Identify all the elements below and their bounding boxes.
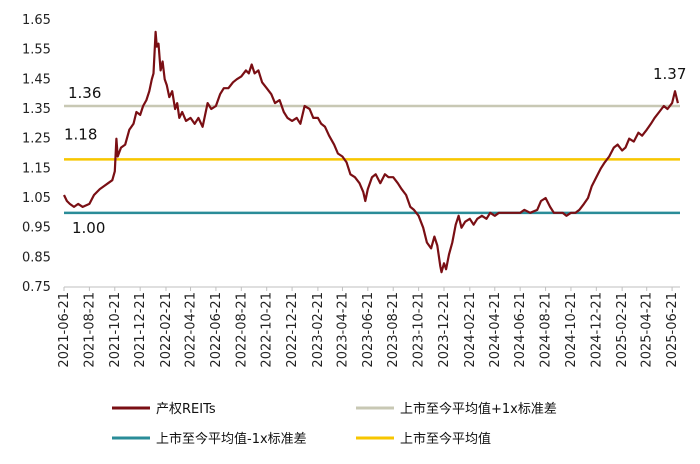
x-tick-label: 2022-12-21 — [285, 292, 300, 368]
reference-lines — [64, 104, 680, 215]
legend-label: 上市至今平均值-1x标准差 — [156, 431, 307, 447]
x-tick-label: 2022-08-21 — [234, 292, 249, 368]
y-tick-label: 1.65 — [22, 13, 51, 28]
x-tick-label: 2025-02-21 — [615, 292, 630, 368]
y-tick-label: 1.25 — [22, 132, 51, 147]
legend-item: 产权REITs — [112, 401, 216, 417]
y-tick-label: 1.55 — [22, 43, 51, 58]
legend-item: 上市至今平均值 — [356, 431, 491, 447]
y-tick-label: 1.45 — [22, 72, 51, 87]
legend-label: 上市至今平均值 — [400, 431, 491, 447]
x-tick-label: 2023-02-21 — [311, 292, 326, 368]
y-tick-label: 1.05 — [22, 191, 51, 206]
x-tick-label: 2025-04-21 — [640, 292, 655, 368]
legend-item: 上市至今平均值-1x标准差 — [112, 431, 307, 447]
x-tick-label: 2023-10-21 — [412, 292, 427, 368]
x-tick-label: 2022-04-21 — [184, 292, 199, 368]
value-annotation: 1.36 — [68, 84, 101, 102]
x-tick-label: 2023-04-21 — [335, 292, 350, 368]
x-tick-label: 2023-08-21 — [386, 292, 401, 368]
x-tick-label: 2024-08-21 — [539, 292, 554, 368]
x-tick-label: 2022-06-21 — [209, 292, 224, 368]
x-tick-label: 2024-06-21 — [513, 292, 528, 368]
legend-item: 上市至今平均值+1x标准差 — [356, 401, 557, 417]
x-tick-label: 2021-06-21 — [57, 292, 72, 368]
series-line — [63, 30, 679, 274]
value-annotation: 1.37 — [653, 65, 686, 83]
legend-label: 产权REITs — [156, 401, 216, 417]
x-tick-label: 2023-06-21 — [361, 292, 376, 368]
plot-area: 1.36 1.18 1.00 1.37 — [63, 30, 686, 288]
legend-label: 上市至今平均值+1x标准差 — [400, 401, 557, 417]
x-tick-label: 2022-10-21 — [260, 292, 275, 368]
value-annotation: 1.00 — [72, 219, 105, 237]
x-tick-label: 2024-10-21 — [564, 292, 579, 368]
x-tick-label: 2021-08-21 — [82, 292, 97, 368]
x-tick-label: 2025-06-21 — [665, 292, 680, 368]
x-tick-label: 2024-02-21 — [463, 292, 478, 368]
x-tick-label: 2022-02-21 — [159, 292, 174, 368]
x-axis: 2021-06-21 2021-08-21 2021-10-21 2021-12-21… — [57, 287, 680, 368]
y-axis: 1.65 1.55 1.45 1.35 1.25 1.15 1.05 0.95 0.85 0.75 — [22, 13, 51, 295]
x-tick-label: 2023-12-21 — [437, 292, 452, 368]
y-tick-label: 0.75 — [22, 280, 51, 295]
x-tick-label: 2024-12-21 — [589, 292, 604, 368]
x-tick-label: 2021-10-21 — [108, 292, 123, 368]
reits-series — [63, 30, 679, 274]
y-tick-label: 0.85 — [22, 250, 51, 265]
y-tick-label: 1.35 — [22, 102, 51, 117]
y-tick-label: 1.15 — [22, 161, 51, 176]
x-tick-label: 2021-12-21 — [133, 292, 148, 368]
x-tick-label: 2024-04-21 — [488, 292, 503, 368]
y-tick-label: 0.95 — [22, 221, 51, 236]
value-annotations: 1.36 1.18 1.00 1.37 — [64, 65, 686, 237]
value-annotation: 1.18 — [64, 125, 97, 143]
